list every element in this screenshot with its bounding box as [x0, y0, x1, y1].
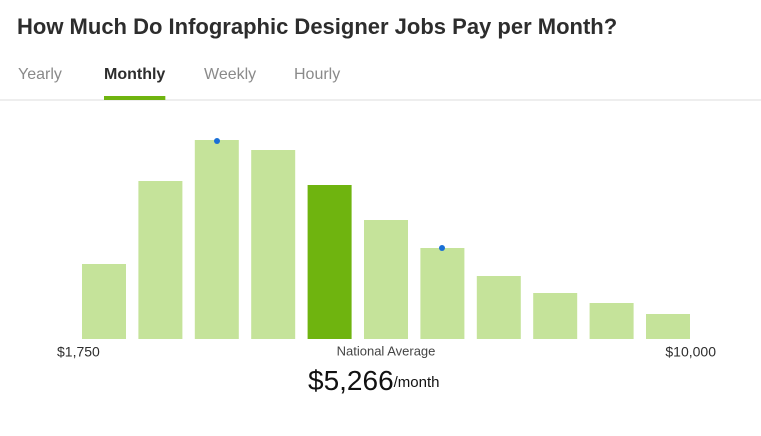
tab[interactable]: Hourly	[294, 66, 340, 83]
bar	[533, 293, 578, 339]
bar	[646, 314, 690, 339]
bar	[307, 185, 352, 339]
bar	[82, 264, 126, 339]
average-caption: National Average	[337, 343, 436, 358]
average-value: $5,266/month	[308, 365, 440, 396]
marker-dot	[439, 245, 445, 251]
bar	[194, 140, 239, 339]
bar	[138, 181, 183, 339]
bar	[364, 220, 408, 339]
tab-underline	[104, 96, 166, 100]
bar	[420, 248, 465, 339]
tab[interactable]: Yearly	[18, 66, 62, 83]
bar	[476, 276, 521, 339]
marker-dot	[214, 138, 220, 144]
bar	[589, 303, 634, 339]
title: How Much Do Infographic Designer Jobs Pa…	[17, 14, 617, 39]
min-label: $1,750	[57, 344, 100, 360]
average-amount: $5,266	[308, 365, 394, 396]
tab[interactable]: Monthly	[104, 66, 165, 83]
tab[interactable]: Weekly	[204, 66, 256, 83]
average-unit: /month	[394, 374, 440, 391]
bar	[251, 150, 296, 339]
max-label: $10,000	[665, 344, 716, 360]
